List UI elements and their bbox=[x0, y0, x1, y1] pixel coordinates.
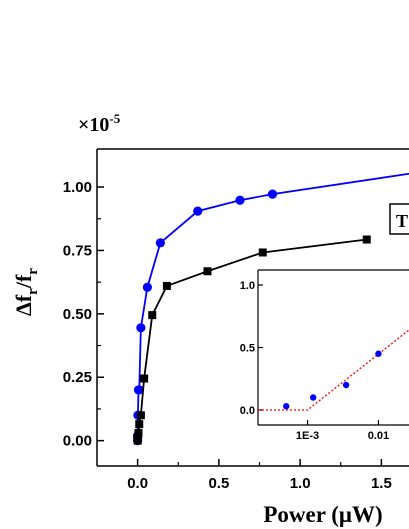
x-tick-label: 0.5 bbox=[208, 475, 229, 492]
data-point bbox=[258, 248, 267, 257]
data-point bbox=[135, 420, 144, 429]
data-point bbox=[134, 385, 144, 395]
y-tick-label: 0.50 bbox=[63, 306, 92, 323]
data-point bbox=[140, 374, 149, 383]
data-point bbox=[235, 195, 245, 205]
inset-background bbox=[258, 270, 409, 425]
inset-y-tick-label: 0.5 bbox=[240, 343, 255, 355]
data-point bbox=[142, 282, 152, 292]
y-tick-label: 0.25 bbox=[63, 369, 92, 386]
y-multiplier-label: ×10-5 bbox=[78, 111, 121, 136]
data-point bbox=[148, 311, 157, 320]
data-point bbox=[136, 323, 146, 333]
y-tick-label: 0.00 bbox=[63, 433, 92, 450]
inset-y-tick-label: 0.0 bbox=[240, 405, 255, 417]
data-point bbox=[193, 206, 203, 216]
legend-box bbox=[389, 203, 409, 235]
inset-data-point bbox=[309, 394, 317, 401]
inset-x-tick-label: 0.01 bbox=[368, 430, 389, 442]
data-point bbox=[133, 434, 142, 443]
x-axis-label: Power (μW) bbox=[263, 502, 382, 527]
data-point bbox=[203, 267, 212, 276]
y-axis-label: Δfr/fr bbox=[11, 268, 41, 316]
inset-data-point bbox=[342, 381, 350, 389]
y-tick-label: 0.75 bbox=[63, 242, 92, 259]
data-point bbox=[267, 189, 278, 199]
data-point bbox=[155, 238, 165, 248]
inset-y-tick-label: 1.0 bbox=[240, 280, 255, 292]
main-plot: 0.0 0.5 1.0 1.5 0.00 0.25 0.50 0.75 1.00 T bbox=[63, 148, 409, 492]
legend-box-text: T bbox=[396, 211, 408, 231]
x-tick-label: 1.0 bbox=[290, 475, 311, 492]
data-point bbox=[162, 281, 171, 290]
inset-x-tick-label: 1E-3 bbox=[296, 430, 319, 442]
data-point bbox=[136, 411, 145, 420]
x-tick-label: 0.0 bbox=[127, 475, 148, 492]
inset-data-point bbox=[375, 350, 382, 357]
inset-plot: 0.0 0.5 1.0 1E-3 0.01 bbox=[240, 269, 409, 442]
inset-data-point bbox=[283, 403, 290, 410]
y-tick-label: 1.00 bbox=[63, 179, 92, 196]
inset-fit-line bbox=[258, 329, 409, 411]
x-tick-label: 1.5 bbox=[371, 475, 392, 492]
data-point bbox=[134, 429, 143, 438]
data-point bbox=[362, 235, 371, 244]
